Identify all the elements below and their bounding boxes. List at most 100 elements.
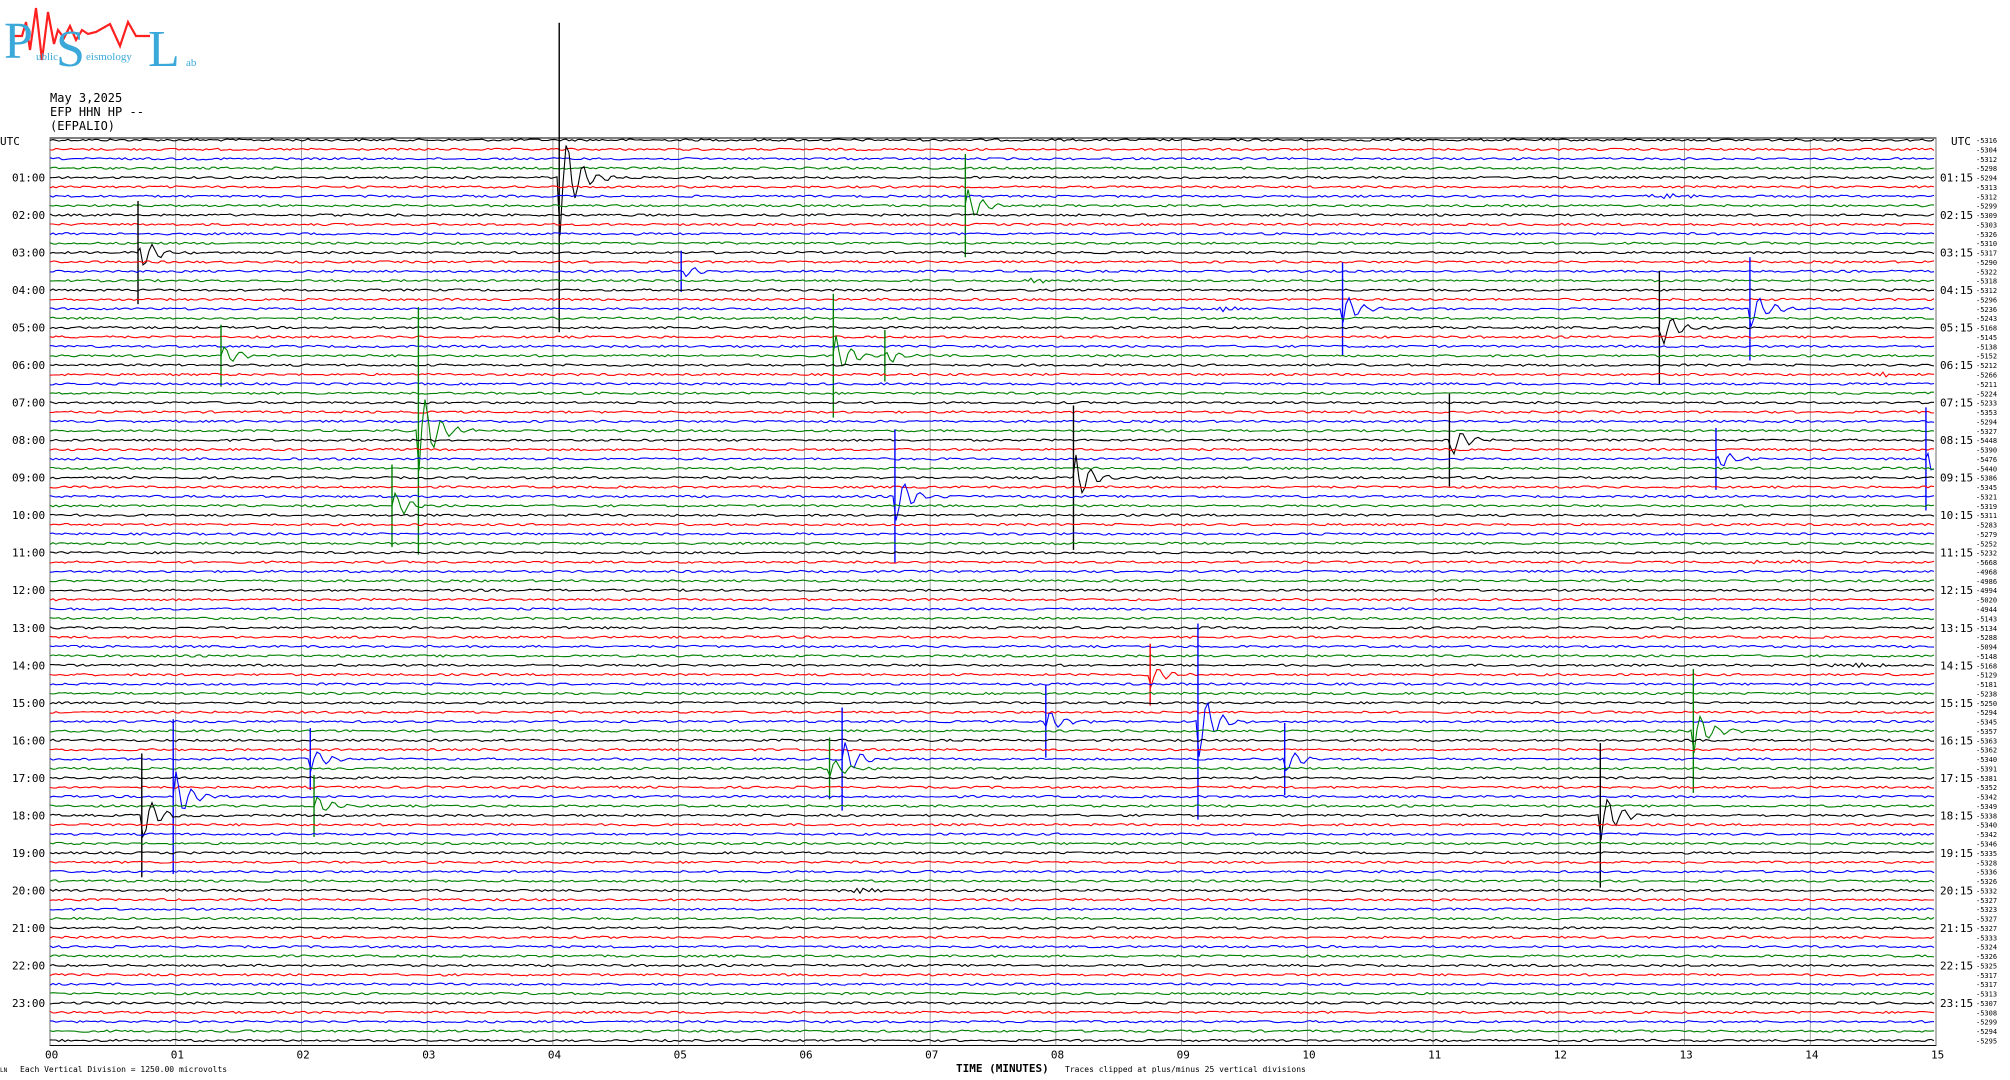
- right-hour-label: 13:15: [1940, 622, 1973, 635]
- trace-line-43: [49, 541, 1935, 546]
- trace-offset-label: -5307: [1976, 1000, 1997, 1008]
- logo-wave-icon: [10, 7, 150, 61]
- trace-line-20: [49, 318, 1935, 346]
- trace-line-23: [49, 335, 1935, 367]
- trace-line-0: [49, 138, 1935, 142]
- trace-offset-label: -5250: [1976, 700, 1997, 708]
- trace-offset-label: -4986: [1976, 578, 1997, 586]
- trace-offset-label: -5327: [1976, 916, 1997, 924]
- trace-offset-label: -5168: [1976, 662, 1997, 670]
- trace-line-47: [49, 579, 1935, 583]
- trace-line-65: [49, 747, 1935, 752]
- right-hour-label: 14:15: [1940, 659, 1973, 672]
- trace-offset-label: -5243: [1976, 315, 1997, 323]
- trace-line-27: [49, 391, 1934, 396]
- left-axis-title: UTC: [0, 135, 20, 148]
- trace-offset-label: -5448: [1976, 437, 1997, 445]
- trace-line-55: [49, 654, 1935, 658]
- trace-group: [49, 22, 1935, 1043]
- trace-offset-label: -5312: [1976, 287, 1997, 295]
- trace-line-66: [49, 742, 1935, 773]
- trace-offset-label: -5323: [1976, 906, 1997, 914]
- trace-line-10: [49, 232, 1935, 236]
- trace-line-63: [49, 714, 1935, 754]
- trace-offset-labels: -5316-5304-5312-5298-5294-5313-5312-5299…: [1976, 137, 1997, 1045]
- trace-line-82: [49, 907, 1935, 911]
- trace-offset-label: -5317: [1976, 972, 1997, 980]
- trace-line-72: [49, 798, 1935, 841]
- trace-line-50: [49, 607, 1935, 611]
- trace-line-37: [49, 485, 1935, 489]
- trace-offset-label: -5148: [1976, 653, 1997, 661]
- trace-offset-label: -5212: [1976, 362, 1997, 370]
- trace-offset-label: -5390: [1976, 447, 1997, 455]
- trace-offset-label: -5266: [1976, 372, 1997, 380]
- trace-line-1: [49, 147, 1935, 152]
- right-hour-label: 06:15: [1940, 359, 1973, 372]
- left-hour-label: 03:00: [12, 247, 45, 260]
- logo-letter-l: L: [148, 21, 180, 78]
- x-tick-label: 03: [422, 1048, 435, 1061]
- trace-offset-label: -5346: [1976, 841, 1997, 849]
- trace-line-34: [49, 451, 1935, 471]
- trace-offset-label: -5299: [1976, 1019, 1997, 1027]
- trace-offset-label: -5211: [1976, 381, 1997, 389]
- left-hour-labels: 01:00 02:00 03:00 04:00 05:00 06:00 07:00 08:00…: [12, 172, 45, 1010]
- trace-offset-label: -5288: [1976, 634, 1997, 642]
- trace-offset-label: -5310: [1976, 240, 1997, 248]
- trace-offset-label: -5313: [1976, 991, 1997, 999]
- trace-offset-label: -5313: [1976, 184, 1997, 192]
- x-tick-label: 08: [1051, 1048, 1064, 1061]
- trace-line-11: [49, 241, 1935, 245]
- trace-line-25: [49, 371, 1935, 378]
- left-hour-label: 09:00: [12, 472, 45, 485]
- trace-offset-label: -5138: [1976, 343, 1997, 351]
- trace-offset-label: -5319: [1976, 503, 1997, 511]
- trace-line-56: [50, 662, 1935, 669]
- footer-left-mark: LN: [0, 1067, 8, 1074]
- trace-offset-label: -5145: [1976, 334, 1997, 342]
- trace-offset-label: -5224: [1976, 390, 1997, 398]
- left-hour-label: 14:00: [12, 659, 45, 672]
- trace-line-44: [49, 550, 1935, 555]
- right-hour-label: 17:15: [1940, 772, 1973, 785]
- trace-line-81: [49, 898, 1934, 902]
- right-axis-title: UTC: [1951, 135, 1971, 148]
- trace-line-95: [49, 1029, 1935, 1033]
- left-hour-label: 16:00: [12, 734, 45, 747]
- trace-line-45: [49, 559, 1935, 565]
- left-hour-label: 08:00: [12, 434, 45, 447]
- x-tick-label: 13: [1680, 1048, 1693, 1061]
- trace-offset-label: -5298: [1976, 165, 1997, 173]
- trace-offset-label: -5299: [1976, 203, 1997, 211]
- trace-offset-label: -5294: [1976, 418, 1997, 426]
- trace-offset-label: -5252: [1976, 540, 1997, 548]
- trace-line-17: [49, 297, 1935, 302]
- trace-offset-label: -5476: [1976, 456, 1997, 464]
- trace-offset-label: -5232: [1976, 550, 1997, 558]
- left-hour-label: 18:00: [12, 809, 45, 822]
- right-hour-label: 09:15: [1940, 472, 1973, 485]
- trace-line-85: [49, 935, 1935, 940]
- trace-offset-label: -5338: [1976, 812, 1997, 820]
- x-tick-label: 06: [799, 1048, 812, 1061]
- trace-line-30: [49, 419, 1935, 424]
- header-channel: EFP HHN HP --: [50, 105, 144, 119]
- trace-line-38: [49, 483, 1935, 521]
- trace-line-46: [49, 569, 1935, 574]
- left-hour-label: 07:00: [12, 397, 45, 410]
- trace-line-70: [49, 771, 1935, 810]
- trace-offset-label: -5020: [1976, 597, 1997, 605]
- trace-line-40: [49, 513, 1935, 517]
- trace-offset-label: -4944: [1976, 606, 1997, 614]
- trace-offset-label: -5340: [1976, 756, 1997, 764]
- trace-offset-label: -5309: [1976, 212, 1997, 220]
- trace-line-7: [49, 189, 1934, 216]
- trace-offset-label: -5381: [1976, 775, 1997, 783]
- left-hour-label: 06:00: [12, 359, 45, 372]
- trace-offset-label: -5312: [1976, 193, 1997, 201]
- trace-offset-label: -5304: [1976, 146, 1997, 154]
- x-tick-label: 15: [1931, 1048, 1944, 1061]
- logo-word-lab: ab: [186, 57, 197, 69]
- trace-line-3: [49, 166, 1935, 170]
